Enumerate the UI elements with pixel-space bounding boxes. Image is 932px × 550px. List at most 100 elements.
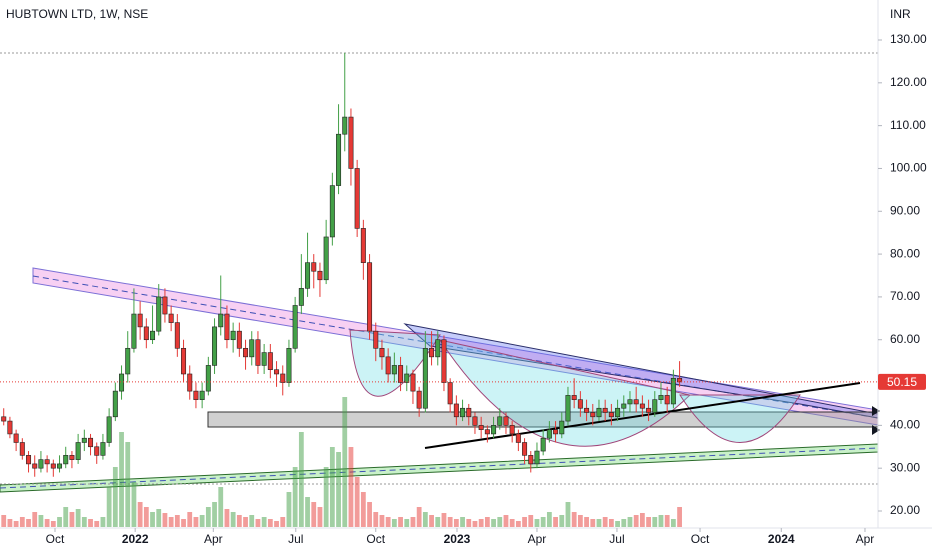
candle-body <box>509 425 515 435</box>
candle-body <box>336 133 342 186</box>
volume-bar <box>119 432 124 527</box>
candle-body <box>466 407 472 418</box>
candle-body <box>69 455 75 460</box>
candle-body <box>298 288 304 306</box>
volume-bar <box>274 521 279 527</box>
y-tick-label: 100.00 <box>890 161 927 175</box>
candle-body <box>255 339 261 366</box>
candle-body <box>608 412 614 418</box>
arrow <box>872 425 880 435</box>
volume-bar <box>317 507 323 527</box>
volume-bar <box>1 515 7 527</box>
currency: INR <box>890 7 911 21</box>
volume-bar <box>460 517 465 527</box>
y-tick-label: 80.00 <box>890 246 920 260</box>
candle-body <box>44 459 50 465</box>
candle-body <box>125 347 131 375</box>
volume-bar <box>50 521 56 527</box>
volume-bar <box>44 519 50 527</box>
candle-body <box>670 377 676 405</box>
volume-bar <box>447 517 453 527</box>
volume-bar <box>639 513 645 527</box>
volume-bar <box>150 512 155 527</box>
volume-bar <box>230 512 236 527</box>
candle-body <box>212 326 218 366</box>
candle-body <box>478 425 484 430</box>
candle-body <box>286 347 292 383</box>
volume-bar <box>627 517 633 527</box>
x-tick-label: 2023 <box>444 532 471 546</box>
volume-bar <box>522 517 527 527</box>
volume-bar <box>398 517 403 527</box>
volume-bar <box>94 521 100 527</box>
volume-bar <box>199 515 205 527</box>
volume-bar <box>280 517 286 527</box>
candle-body <box>218 313 224 328</box>
volume-bar <box>577 515 583 527</box>
candle-body <box>168 313 174 323</box>
volume-bar <box>373 512 379 527</box>
candle-body <box>7 420 13 435</box>
candle-body <box>187 373 193 392</box>
candle-body <box>571 395 577 400</box>
candle-body <box>280 373 286 383</box>
volume-bar <box>57 517 62 527</box>
volume-bar <box>584 517 589 527</box>
volume-bar <box>88 519 93 527</box>
volume-bar <box>497 517 503 527</box>
volume-bar <box>441 513 447 527</box>
candle-body <box>522 442 528 456</box>
volume-bar <box>429 515 434 527</box>
volume-bar <box>360 492 366 527</box>
candle-body <box>100 442 106 456</box>
y-tick-label: 120.00 <box>890 75 927 89</box>
candle-body <box>26 455 32 465</box>
candle-body <box>559 420 565 435</box>
volume-bar <box>602 517 608 527</box>
candle-body <box>621 403 627 409</box>
candle-body <box>615 407 621 418</box>
candle-body <box>317 270 323 281</box>
volume-bar <box>100 517 106 527</box>
volume-bar <box>546 512 552 527</box>
x-tick-label: Oct <box>46 532 65 546</box>
y-tick-label: 90.00 <box>890 203 920 217</box>
volume-bar <box>540 517 546 527</box>
arrow <box>872 406 880 416</box>
volume-bar <box>236 515 242 527</box>
drawings <box>0 52 880 493</box>
volume-bar <box>218 487 224 527</box>
x-tick-label: Oct <box>691 532 710 546</box>
volume-bar <box>63 507 69 527</box>
x-tick-label: 2024 <box>768 532 795 546</box>
volume-bar <box>664 515 670 527</box>
x-tick-label: Apr <box>528 532 547 546</box>
candle-body <box>435 339 441 358</box>
volume-bar <box>509 519 515 527</box>
candle-body <box>497 416 503 426</box>
volume-bar <box>503 515 509 527</box>
candle-body <box>88 437 94 448</box>
candle-body <box>162 296 168 315</box>
candle-body <box>205 365 211 392</box>
y-tick-label: 110.00 <box>890 118 926 132</box>
volume-bar <box>596 519 602 527</box>
candle-body <box>677 377 683 383</box>
y-tick-label: 60.00 <box>890 332 920 346</box>
candle-body <box>404 373 410 383</box>
candle-body <box>627 399 633 405</box>
volume-bar <box>286 492 292 527</box>
candle-body <box>540 437 546 452</box>
candle-body <box>274 369 280 375</box>
candle-body <box>373 330 379 349</box>
candle-body <box>261 352 267 366</box>
candle-body <box>137 313 143 328</box>
candle-body <box>385 356 391 375</box>
volume-bar <box>168 517 174 527</box>
price-tag-label: 50.15 <box>887 375 917 389</box>
volume-bar <box>348 447 354 527</box>
candle-body <box>19 442 25 456</box>
volume-bar <box>323 467 329 527</box>
candle-body <box>577 399 583 409</box>
candle-body <box>224 313 230 341</box>
